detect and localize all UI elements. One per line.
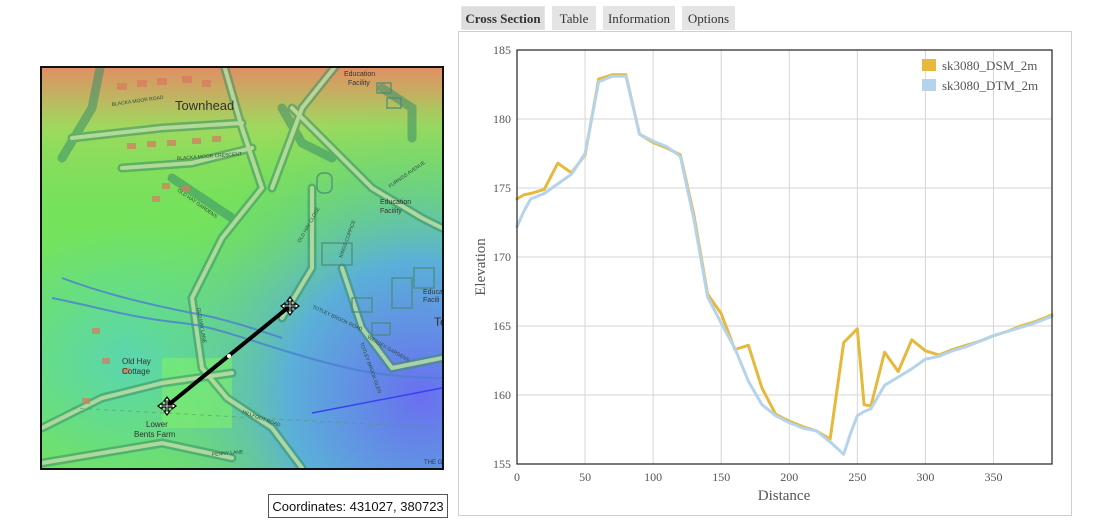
y-tick-label: 155 <box>493 457 511 471</box>
y-tick-label: 180 <box>493 112 511 126</box>
legend-swatch-dtm <box>922 79 936 91</box>
place-townhead: Townhead <box>175 98 234 113</box>
x-tick-label: 150 <box>712 470 730 484</box>
legend: sk3080_DSM_2m sk3080_DTM_2m <box>922 58 1038 93</box>
y-tick-label: 185 <box>493 43 511 57</box>
place-bents-farm: Bents Farm <box>134 430 176 439</box>
y-tick-label: 160 <box>493 388 511 402</box>
place-cut-label: To <box>434 315 442 329</box>
x-tick-label: 200 <box>780 470 798 484</box>
map-panel[interactable]: Townhead Old Hay Cottage Lower Bents Far… <box>40 66 444 470</box>
place-lower: Lower <box>146 420 168 429</box>
y-tick-label: 175 <box>493 181 511 195</box>
x-tick-label: 50 <box>579 470 591 484</box>
place-education-3: Educa <box>423 289 442 296</box>
x-tick-label: 350 <box>984 470 1002 484</box>
place-old-hay: Old Hay <box>122 357 151 366</box>
place-education-1: Education <box>344 71 375 78</box>
tab-options[interactable]: Options <box>682 6 735 30</box>
y-tick-label: 170 <box>493 250 511 264</box>
cross-section-chart: 155 160 165 170 175 180 185 0 50 100 150 200 250 300 3… <box>459 32 1073 517</box>
tab-information[interactable]: Information <box>603 6 675 30</box>
legend-label-dtm: sk3080_DTM_2m <box>942 78 1038 93</box>
map-canvas[interactable]: Townhead Old Hay Cottage Lower Bents Far… <box>42 68 442 468</box>
place-facility-3: Facili <box>423 297 440 304</box>
y-tick-label: 165 <box>493 319 511 333</box>
place-facility-1: Facility <box>348 80 370 87</box>
place-education-2: Education <box>380 199 411 206</box>
x-tick-label: 100 <box>644 470 662 484</box>
x-axis-label: Distance <box>758 488 811 504</box>
legend-swatch-dsm <box>922 59 936 71</box>
tab-cross-section[interactable]: Cross Section <box>461 6 545 30</box>
chart-panel: 155 160 165 170 175 180 185 0 50 100 150 200 250 300 3… <box>458 31 1072 516</box>
place-facility-2: Facility <box>380 208 402 215</box>
place-cottage: Cottage <box>122 367 151 376</box>
coordinates-readout: Coordinates: 431027, 380723 <box>268 494 448 518</box>
tab-table[interactable]: Table <box>552 6 596 30</box>
legend-label-dsm: sk3080_DSM_2m <box>942 58 1037 73</box>
x-tick-label: 250 <box>848 470 866 484</box>
y-axis-label: Elevation <box>473 238 489 296</box>
x-tick-label: 300 <box>916 470 934 484</box>
series-line-dtm <box>517 76 1052 454</box>
place-the: THE G <box>424 460 442 466</box>
profile-midpoint <box>227 354 231 358</box>
x-tick-label: 0 <box>514 470 520 484</box>
